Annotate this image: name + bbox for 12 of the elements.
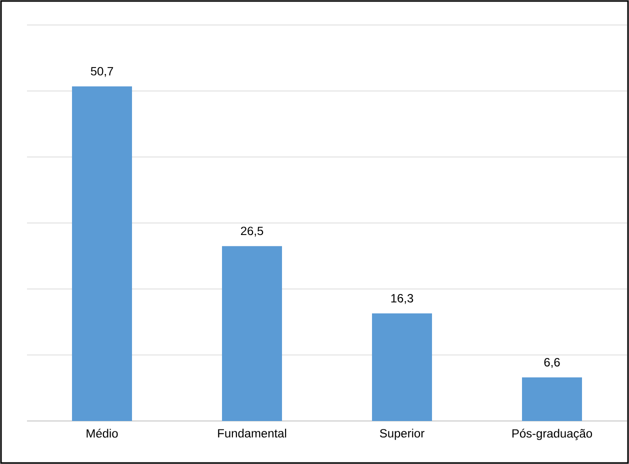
bar <box>72 86 132 421</box>
data-label: 50,7 <box>90 66 114 77</box>
x-tick-label: Médio <box>86 428 118 438</box>
bar <box>372 313 432 421</box>
bar <box>222 246 282 421</box>
x-tick-label: Superior <box>380 428 424 440</box>
data-label: 26,5 <box>240 226 264 237</box>
data-label: 16,3 <box>391 294 414 304</box>
x-tick-label: Pós-graduação <box>512 428 592 440</box>
data-label: 6,6 <box>544 358 560 368</box>
bar <box>522 377 582 421</box>
x-tick-label: Fundamental <box>218 428 286 438</box>
